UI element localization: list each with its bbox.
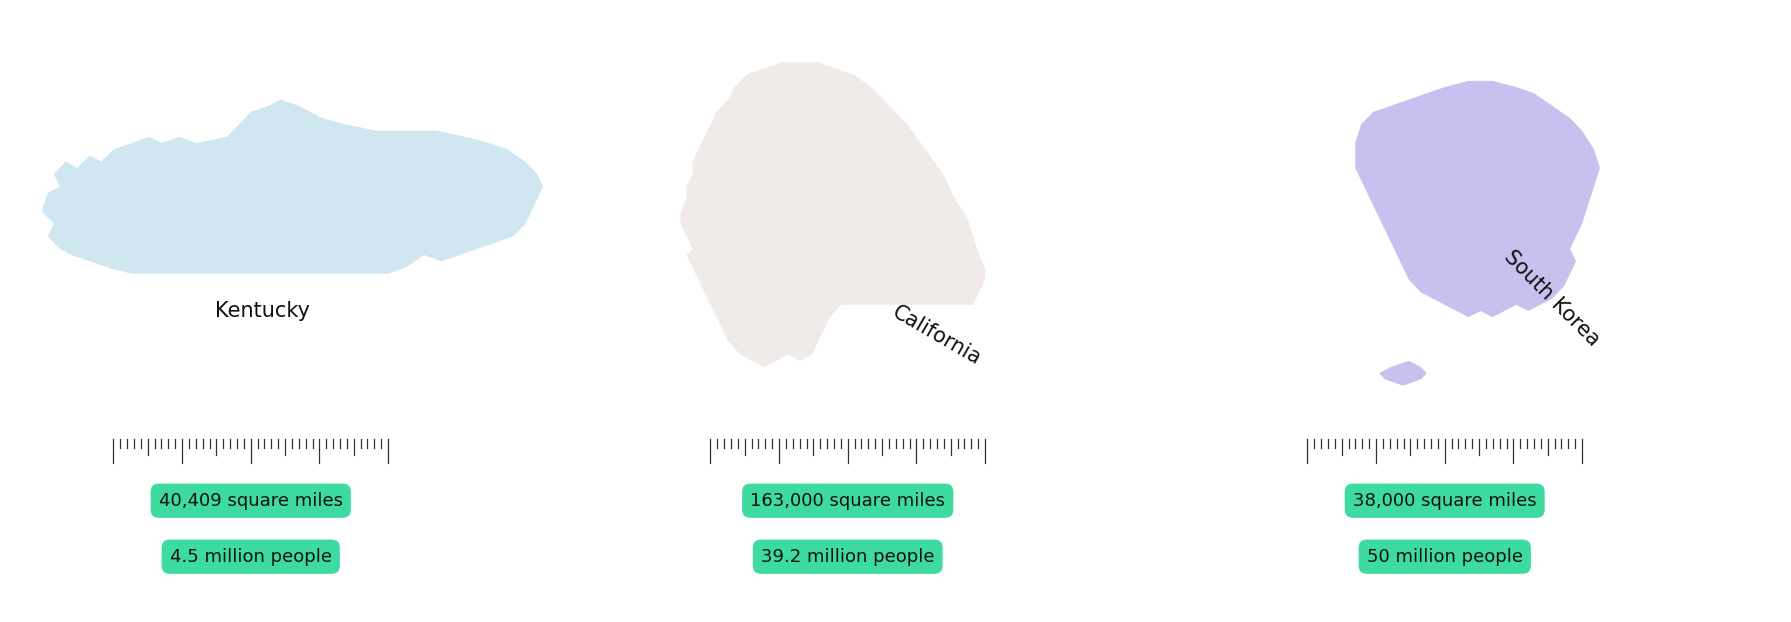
Text: South Korea: South Korea (1501, 247, 1605, 350)
Polygon shape (1379, 361, 1427, 386)
Polygon shape (41, 100, 543, 274)
Text: 39.2 million people: 39.2 million people (761, 548, 935, 565)
Polygon shape (681, 62, 985, 367)
Text: 38,000 square miles: 38,000 square miles (1352, 492, 1537, 509)
Text: 40,409 square miles: 40,409 square miles (159, 492, 342, 509)
Polygon shape (1356, 81, 1599, 317)
Text: Kentucky: Kentucky (215, 301, 310, 321)
Text: 4.5 million people: 4.5 million people (170, 548, 331, 565)
Text: 163,000 square miles: 163,000 square miles (750, 492, 946, 509)
Text: California: California (890, 302, 985, 369)
Text: 50 million people: 50 million people (1367, 548, 1522, 565)
